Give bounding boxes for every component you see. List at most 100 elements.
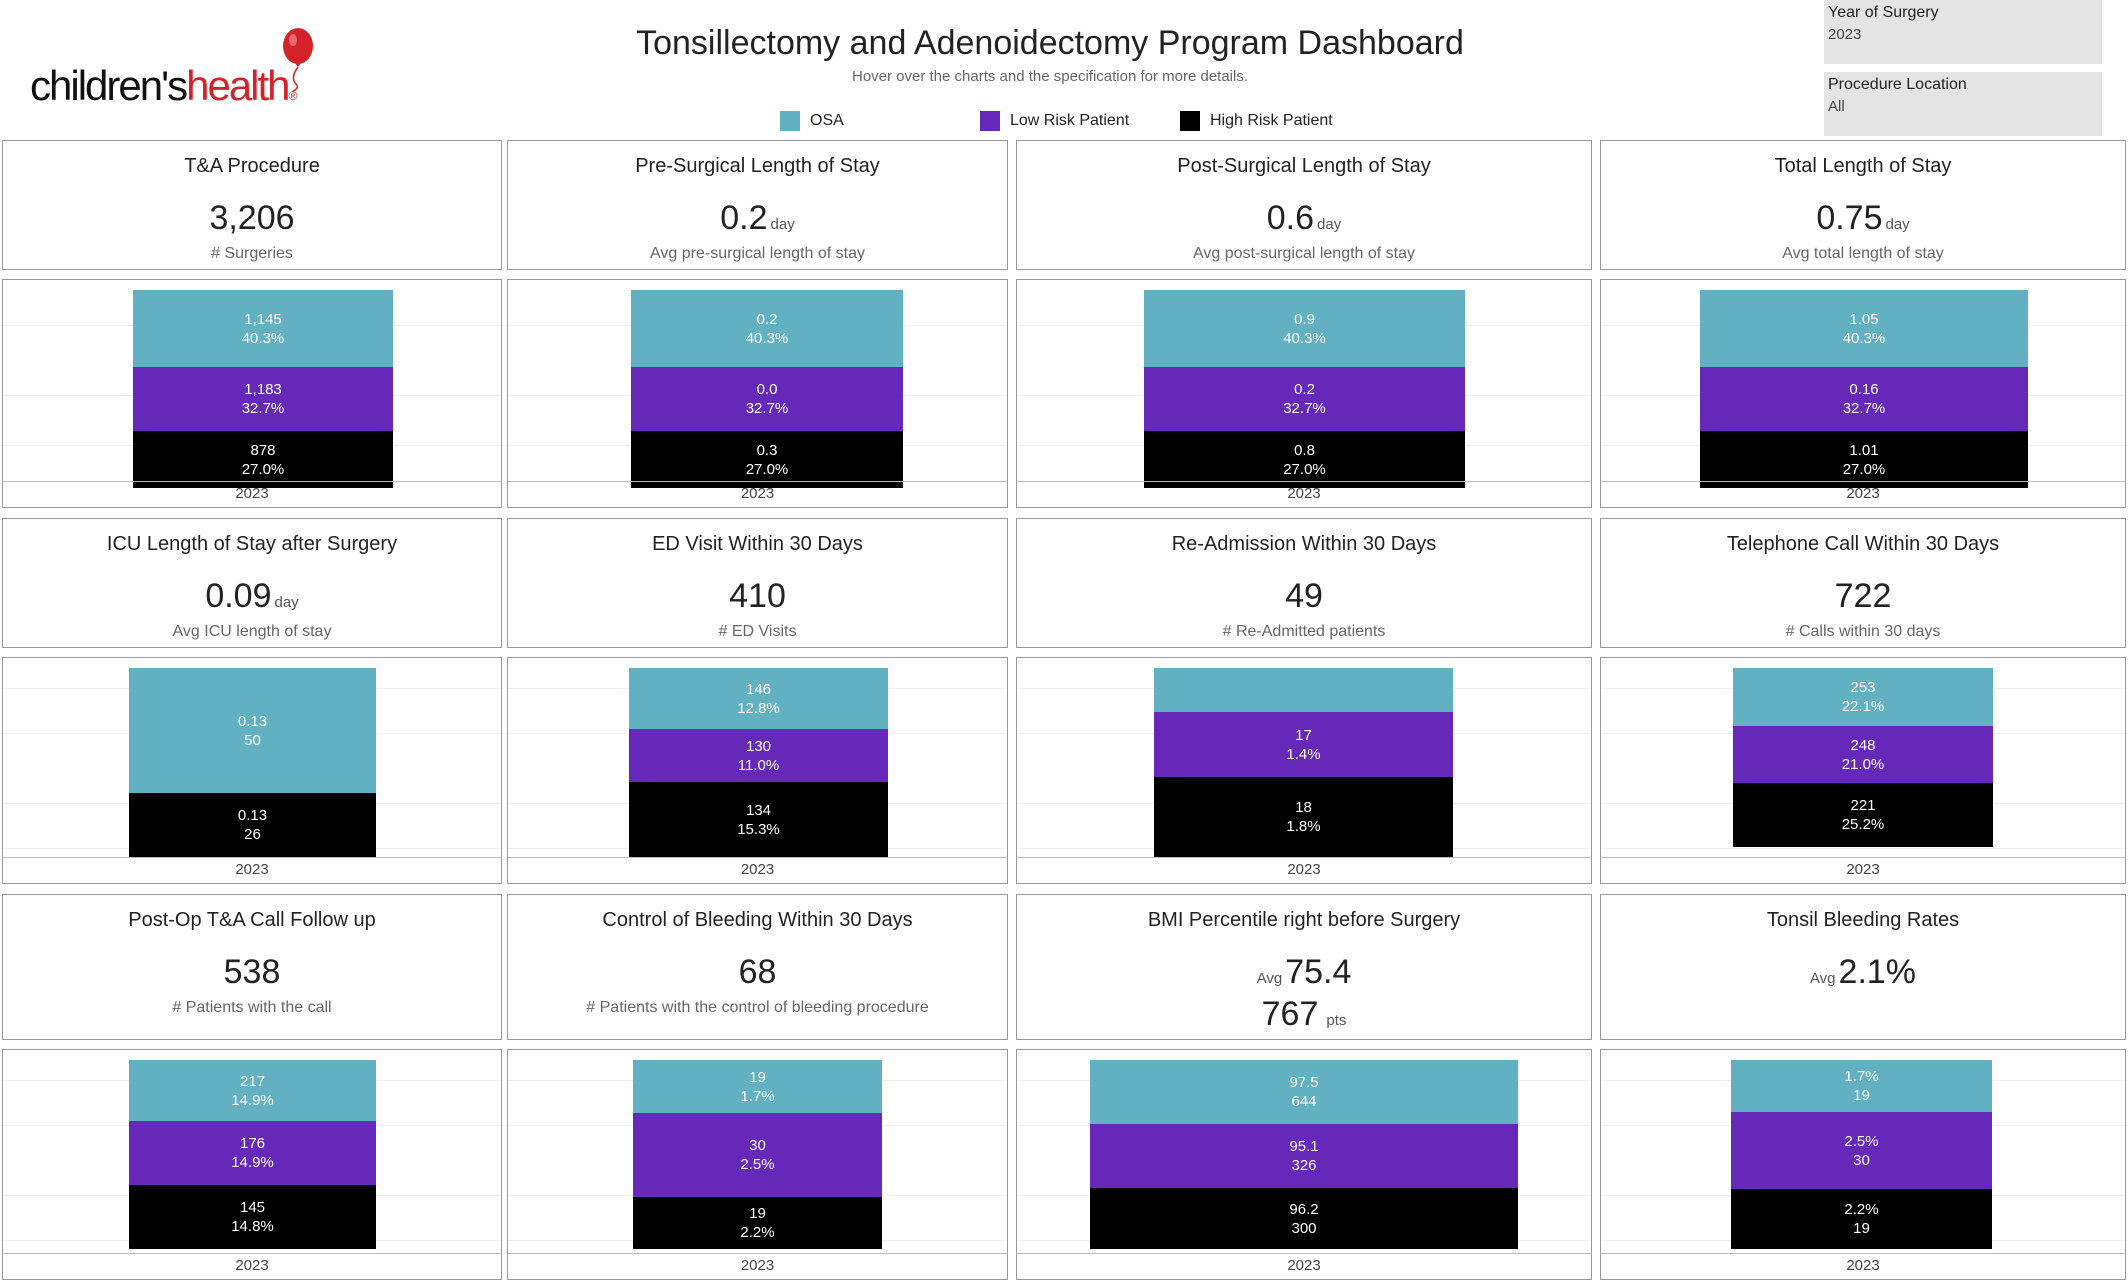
bar-segment-high-risk-patient[interactable]: 878 27.0% bbox=[133, 431, 393, 488]
bar-data-label: 50 bbox=[244, 731, 261, 749]
bar-segment-osa[interactable]: 1.05 40.3% bbox=[1700, 290, 2028, 367]
bar-segment-high-risk-patient[interactable]: 0.3 27.0% bbox=[631, 431, 903, 488]
post-op-tanda-call-follow-up-kpi-panel[interactable]: Post-Op T&A Call Follow up 538 # Patients … bbox=[2, 894, 502, 1040]
bar-data-label: 30 bbox=[1853, 1151, 1870, 1169]
bar-data-label: 32.7% bbox=[1842, 400, 1886, 417]
year-of-surgery-filter[interactable]: Year of Surgery 2023 bbox=[1824, 0, 2102, 64]
bar-segment-osa[interactable]: 19 1.7% bbox=[633, 1060, 882, 1113]
bar-segment-osa[interactable]: 253 22.1% bbox=[1733, 668, 1993, 726]
legend-label: OSA bbox=[810, 112, 844, 129]
bar-segment-low-risk-patient[interactable]: 17 1.4% bbox=[1154, 712, 1453, 777]
bar-segment-osa[interactable]: 217 14.9% bbox=[129, 1060, 376, 1121]
bar-segment-high-risk-patient[interactable]: 145 14.8% bbox=[129, 1185, 376, 1249]
bar-segment-high-risk-patient[interactable]: 0.8 27.0% bbox=[1144, 431, 1465, 488]
re-admission-within-30-days-bar-chart[interactable]: 17 1.4% 18 1.8% 2023 bbox=[1016, 657, 1592, 884]
bar-segment-osa[interactable]: 0.9 40.3% bbox=[1144, 290, 1465, 367]
pre-surgical-length-of-stay-bar-chart[interactable]: 0.2 40.3% 0.0 32.7% 0.3 27.0% 2023 bbox=[507, 279, 1008, 508]
legend-label: Low Risk Patient bbox=[1010, 112, 1130, 129]
bar-data-label: 32.7% bbox=[745, 400, 789, 417]
post-surgical-length-of-stay-bar-chart[interactable]: 0.9 40.3% 0.2 32.7% 0.8 27.0% 2023 bbox=[1016, 279, 1592, 508]
kpi-number: 0.75 bbox=[1816, 199, 1883, 237]
bar-segment-low-risk-patient[interactable]: 30 2.5% bbox=[633, 1113, 882, 1197]
bar-segment-low-risk-patient[interactable]: 0.2 32.7% bbox=[1144, 367, 1465, 431]
kpi-number: 410 bbox=[729, 577, 786, 615]
panel-title: Pre-Surgical Length of Stay bbox=[635, 155, 880, 177]
bar-segment-high-risk-patient[interactable]: 19 2.2% bbox=[633, 1197, 882, 1249]
bar-data-label: 1.8% bbox=[1286, 818, 1321, 835]
icu-length-of-stay-after-surgery-kpi-panel[interactable]: ICU Length of Stay after Surgery 0.09 day A… bbox=[2, 518, 502, 648]
telephone-call-within-30-days-bar-chart[interactable]: 253 22.1% 248 21.0% 221 25.2% 2023 bbox=[1600, 657, 2126, 884]
procedure-location-filter[interactable]: Procedure Location All bbox=[1824, 72, 2102, 136]
kpi-value: 0.09 day bbox=[3, 577, 501, 616]
bar-segment-high-risk-patient[interactable]: 1.01 27.0% bbox=[1700, 431, 2028, 488]
panel-title: Post-Surgical Length of Stay bbox=[1177, 155, 1431, 177]
bar-data-label: 14.9% bbox=[231, 1154, 274, 1171]
bar-data-label: 1.05 bbox=[1849, 310, 1879, 328]
bar-segment-low-risk-patient[interactable]: 95.1 326 bbox=[1090, 1124, 1518, 1188]
ed-visit-within-30-days-kpi-panel[interactable]: ED Visit Within 30 Days 410 # ED Visits bbox=[507, 518, 1008, 648]
legend-item-osa[interactable]: OSA bbox=[780, 110, 980, 132]
bar-segment-low-risk-patient[interactable]: 1,183 32.7% bbox=[133, 367, 393, 431]
re-admission-within-30-days-kpi-panel[interactable]: Re-Admission Within 30 Days 49 # Re-Admitt… bbox=[1016, 518, 1592, 648]
bar-data-label: 40.3% bbox=[745, 329, 789, 347]
bar-segment-low-risk-patient[interactable]: 248 21.0% bbox=[1733, 726, 1993, 783]
kpi-value: 722 bbox=[1601, 577, 2125, 616]
legend-swatch bbox=[1180, 111, 1200, 131]
tonsil-bleeding-rates-bar-chart[interactable]: 1.7% 19 2.5% 30 2.2% 19 2023 bbox=[1600, 1049, 2126, 1280]
post-surgical-length-of-stay-kpi-panel[interactable]: Post-Surgical Length of Stay 0.6 day Avg po… bbox=[1016, 140, 1592, 270]
tanda-procedure-bar-chart[interactable]: 1,145 40.3% 1,183 32.7% 878 27.0% 2023 bbox=[2, 279, 502, 508]
icu-length-of-stay-after-surgery-bar-chart[interactable]: 0.13 50 0.13 26 2023 bbox=[2, 657, 502, 884]
bmi-percentile-right-before-surgery-kpi-panel[interactable]: BMI Percentile right before Surgery Avg75… bbox=[1016, 894, 1592, 1040]
bar-segment-low-risk-patient[interactable]: 176 14.9% bbox=[129, 1121, 376, 1185]
bar-data-label: 1.01 bbox=[1849, 441, 1879, 459]
bar-segment-high-risk-patient[interactable]: 18 1.8% bbox=[1154, 777, 1453, 857]
control-of-bleeding-within-30-days-kpi-panel[interactable]: Control of Bleeding Within 30 Days 68 # Pa… bbox=[507, 894, 1008, 1040]
tonsil-bleeding-rates-kpi-panel[interactable]: Tonsil Bleeding Rates Avg2.1% bbox=[1600, 894, 2126, 1040]
bar-segment-osa[interactable]: 1,145 40.3% bbox=[133, 290, 393, 367]
bar-segment-osa[interactable] bbox=[1154, 668, 1453, 712]
bar-segment-high-risk-patient[interactable]: 221 25.2% bbox=[1733, 783, 1993, 847]
total-length-of-stay-bar-chart[interactable]: 1.05 40.3% 0.16 32.7% 1.01 27.0% 2023 bbox=[1600, 279, 2126, 508]
bar-data-label: 1,183 bbox=[244, 381, 282, 398]
x-axis-tick-label: 2023 bbox=[3, 857, 501, 883]
bar-segment-high-risk-patient[interactable]: 0.13 26 bbox=[129, 793, 376, 857]
bar-segment-osa[interactable]: 0.13 50 bbox=[129, 668, 376, 793]
bar-data-label: 134 bbox=[745, 801, 772, 819]
bmi-percentile-right-before-surgery-bar-chart[interactable]: 97.5 644 95.1 326 96.2 300 2023 bbox=[1016, 1049, 1592, 1280]
legend-item-high-risk[interactable]: High Risk Patient bbox=[1180, 110, 1333, 132]
bar-segment-low-risk-patient[interactable]: 130 11.0% bbox=[629, 729, 888, 782]
legend-item-low-risk[interactable]: Low Risk Patient bbox=[980, 110, 1180, 132]
bar-segment-low-risk-patient[interactable]: 0.16 32.7% bbox=[1700, 367, 2028, 431]
bar-segment-osa[interactable]: 0.2 40.3% bbox=[631, 290, 903, 367]
control-of-bleeding-within-30-days-bar-chart[interactable]: 19 1.7% 30 2.5% 19 2.2% 2023 bbox=[507, 1049, 1008, 1280]
filter-value[interactable]: 2023 bbox=[1828, 26, 1862, 43]
telephone-call-within-30-days-kpi-panel[interactable]: Telephone Call Within 30 Days 722 # Calls … bbox=[1600, 518, 2126, 648]
x-axis-tick-label: 2023 bbox=[3, 481, 501, 507]
kpi-number: 0.2 bbox=[720, 199, 768, 237]
bar-segment-high-risk-patient[interactable]: 96.2 300 bbox=[1090, 1188, 1518, 1249]
post-op-tanda-call-follow-up-bar-chart[interactable]: 217 14.9% 176 14.9% 145 14.8% 2023 bbox=[2, 1049, 502, 1280]
bar-segment-low-risk-patient[interactable]: 0.0 32.7% bbox=[631, 367, 903, 431]
kpi-number: 722 bbox=[1834, 577, 1892, 615]
bar-segment-osa[interactable]: 97.5 644 bbox=[1090, 1060, 1518, 1124]
total-length-of-stay-kpi-panel[interactable]: Total Length of Stay 0.75 day Avg total len… bbox=[1600, 140, 2126, 270]
pre-surgical-length-of-stay-kpi-panel[interactable]: Pre-Surgical Length of Stay 0.2 day Avg pre… bbox=[507, 140, 1008, 270]
balloon-icon bbox=[283, 28, 313, 92]
kpi-subtitle: # Patients with the call bbox=[172, 999, 332, 1016]
bar-data-label: 22.1% bbox=[1841, 698, 1885, 715]
bar-segment-low-risk-patient[interactable]: 2.5% 30 bbox=[1731, 1112, 1992, 1189]
filter-value[interactable]: All bbox=[1828, 98, 1845, 115]
bar-segment-osa[interactable]: 146 12.8% bbox=[629, 668, 888, 729]
kpi-subtitle: Avg ICU length of stay bbox=[172, 623, 332, 640]
ed-visit-within-30-days-bar-chart[interactable]: 146 12.8% 130 11.0% 134 15.3% 2023 bbox=[507, 657, 1008, 884]
bar-data-label: 32.7% bbox=[1283, 400, 1326, 417]
kpi-unit: day bbox=[274, 594, 299, 611]
bar-segment-osa[interactable]: 1.7% 19 bbox=[1731, 1060, 1992, 1112]
kpi-number: 49 bbox=[1285, 577, 1323, 615]
panel-title: ICU Length of Stay after Surgery bbox=[106, 533, 398, 555]
tanda-procedure-kpi-panel[interactable]: T&A Procedure 3,206 # Surgeries bbox=[2, 140, 502, 270]
bar-segment-high-risk-patient[interactable]: 134 15.3% bbox=[629, 782, 888, 857]
bar-segment-high-risk-patient[interactable]: 2.2% 19 bbox=[1731, 1189, 1992, 1249]
page-subtitle: Hover over the charts and the specificat… bbox=[851, 68, 1249, 85]
x-axis-tick-label: 2023 bbox=[1017, 857, 1591, 883]
